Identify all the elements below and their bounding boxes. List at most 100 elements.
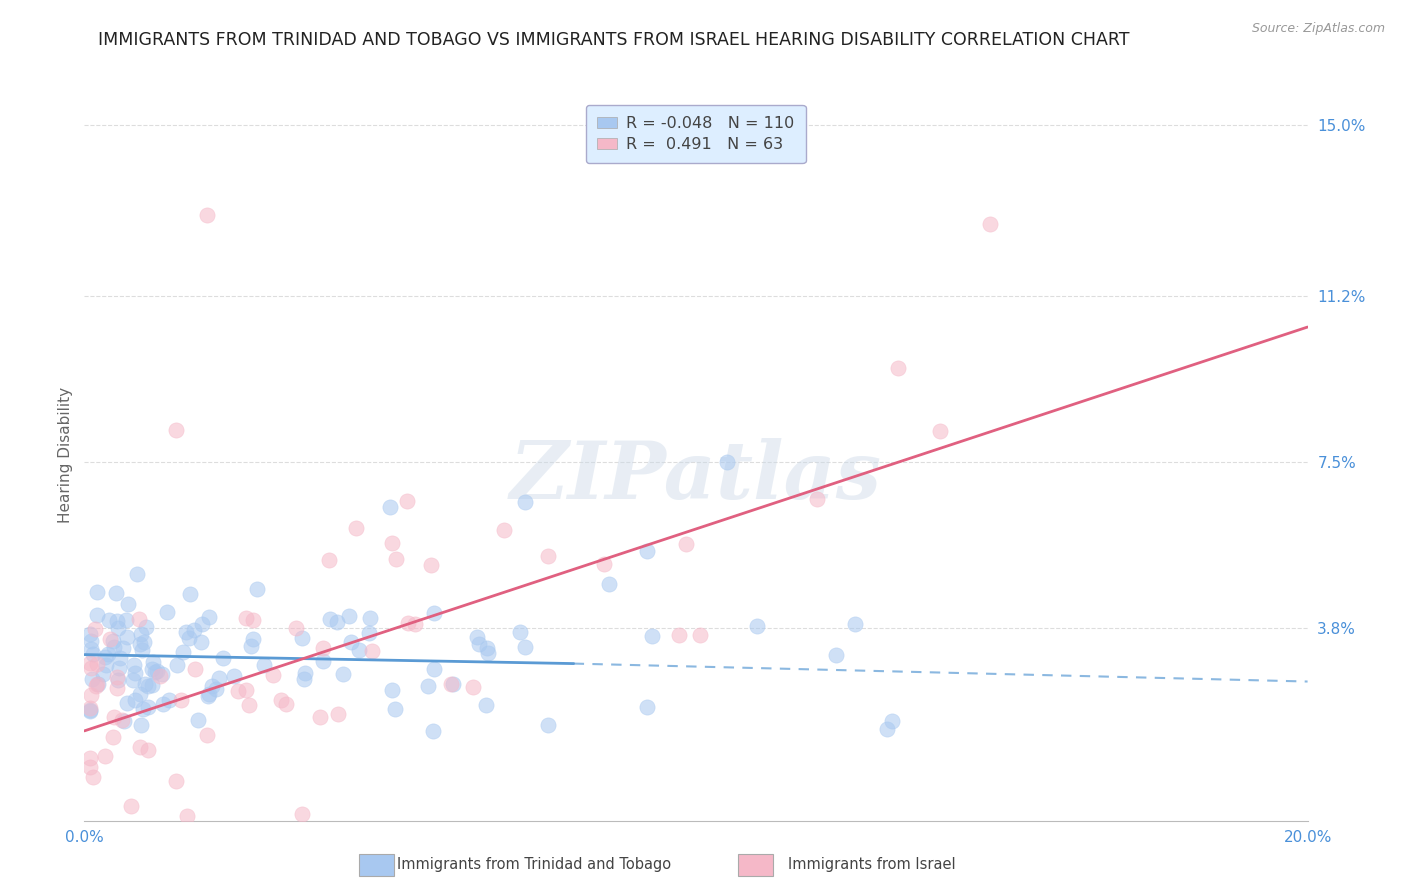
Point <box>312 640 335 655</box>
Point <box>326 615 349 629</box>
Point <box>191 617 214 632</box>
Point <box>141 662 163 676</box>
Point <box>124 692 146 706</box>
Point <box>285 621 308 635</box>
Point <box>689 627 711 641</box>
Point <box>195 727 218 741</box>
Point <box>475 698 498 712</box>
Point <box>423 607 446 621</box>
Point <box>312 654 335 668</box>
Point <box>101 633 124 648</box>
Point <box>94 650 117 665</box>
Point <box>467 637 489 651</box>
Text: Immigrants from Israel: Immigrants from Israel <box>787 857 956 872</box>
Point <box>274 697 297 711</box>
Point <box>396 493 419 508</box>
Point <box>806 491 828 506</box>
Point <box>384 701 406 715</box>
Point <box>536 717 558 731</box>
Point <box>253 658 276 673</box>
Point <box>103 730 125 744</box>
Point <box>208 671 231 685</box>
Point <box>183 624 205 638</box>
Point <box>876 722 898 736</box>
Point <box>79 642 101 657</box>
Point <box>172 645 194 659</box>
Point <box>96 658 118 673</box>
Point <box>332 666 354 681</box>
Point <box>105 681 128 696</box>
Point <box>135 620 157 634</box>
Point <box>423 663 446 677</box>
Point <box>103 710 125 724</box>
Point <box>136 679 159 693</box>
Point <box>292 673 315 687</box>
Point <box>844 616 866 631</box>
Point <box>824 648 846 662</box>
Point <box>359 625 381 640</box>
Point <box>197 689 219 703</box>
Point <box>319 611 342 625</box>
Point <box>675 537 697 551</box>
Point <box>326 707 349 722</box>
Point <box>91 666 114 681</box>
Point <box>979 217 1001 231</box>
Point <box>128 740 150 755</box>
Point <box>80 672 103 686</box>
Point <box>745 619 768 633</box>
Point <box>107 621 129 635</box>
Point <box>291 632 314 646</box>
Point <box>165 423 187 437</box>
Point <box>262 667 284 681</box>
Point <box>441 677 464 691</box>
Point <box>84 622 107 636</box>
Point <box>122 658 145 673</box>
Point <box>396 616 419 631</box>
Point <box>165 774 187 789</box>
Point <box>127 566 149 581</box>
Point <box>82 647 104 661</box>
Point <box>110 651 132 665</box>
Point <box>141 678 163 692</box>
Point <box>111 640 134 655</box>
Point <box>339 634 361 648</box>
Point <box>419 558 441 573</box>
Point <box>94 748 117 763</box>
Point <box>120 798 142 813</box>
Point <box>212 650 235 665</box>
Point <box>197 609 219 624</box>
Point <box>86 836 108 850</box>
Y-axis label: Hearing Disability: Hearing Disability <box>58 387 73 523</box>
Point <box>318 552 340 566</box>
Point <box>246 582 269 596</box>
Point <box>131 627 153 641</box>
Point <box>79 656 101 670</box>
Point <box>112 714 135 728</box>
Point <box>152 698 174 712</box>
Point <box>222 669 245 683</box>
Point <box>235 611 257 625</box>
Point <box>80 634 103 648</box>
Point <box>416 679 439 693</box>
Point <box>929 424 952 438</box>
Point <box>111 713 134 727</box>
Point <box>79 703 101 717</box>
Point <box>668 628 690 642</box>
Point <box>882 714 904 728</box>
Point <box>190 635 212 649</box>
Point <box>461 680 484 694</box>
Point <box>86 677 108 691</box>
Point <box>270 693 292 707</box>
Point <box>309 710 332 724</box>
Point <box>195 208 218 222</box>
Point <box>128 612 150 626</box>
Point <box>235 683 257 698</box>
Point <box>105 670 128 684</box>
Point <box>422 723 444 738</box>
Point <box>115 631 138 645</box>
Point <box>82 770 104 784</box>
Text: ZIPatlas: ZIPatlas <box>510 438 882 516</box>
Point <box>132 635 155 649</box>
Point <box>141 655 163 669</box>
Point <box>86 607 108 622</box>
